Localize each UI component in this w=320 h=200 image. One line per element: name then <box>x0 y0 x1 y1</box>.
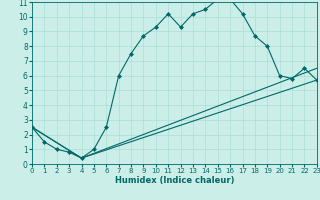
X-axis label: Humidex (Indice chaleur): Humidex (Indice chaleur) <box>115 176 234 185</box>
